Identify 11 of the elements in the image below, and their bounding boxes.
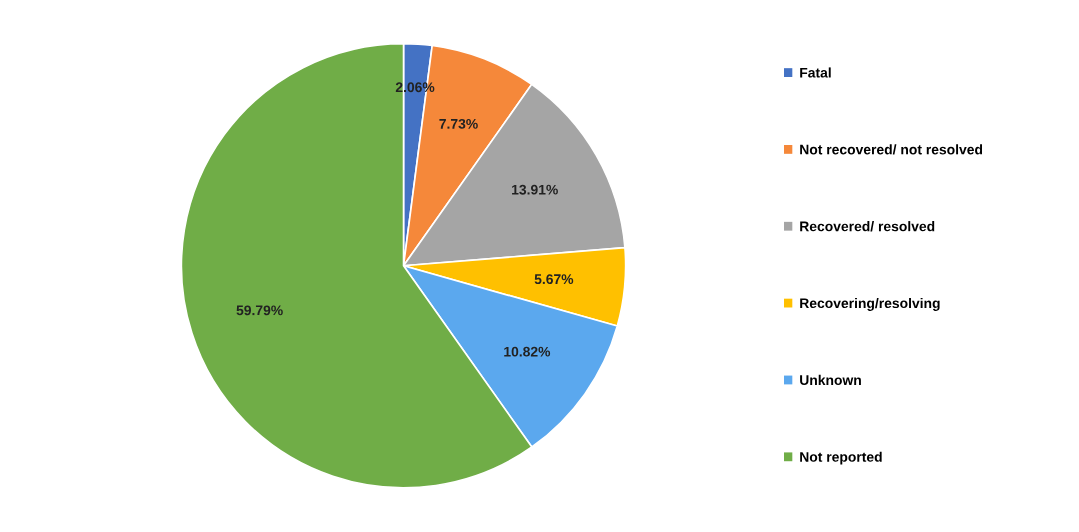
legend-label: Not recovered/ not resolved xyxy=(800,144,983,155)
legend-label: Not reported xyxy=(800,451,882,465)
data-label: 59.79% xyxy=(236,305,283,316)
legend-label: Fatal xyxy=(800,67,831,78)
data-label: 5.67% xyxy=(534,274,574,285)
data-label: 7.73% xyxy=(439,118,478,129)
data-label: 10.82% xyxy=(504,346,551,357)
legend-label: Unknown xyxy=(800,374,861,386)
legend-label: Recovered/ resolved xyxy=(800,221,935,232)
data-label: 13.91% xyxy=(512,184,558,195)
legend-label: Recovering/resolving xyxy=(800,297,940,311)
